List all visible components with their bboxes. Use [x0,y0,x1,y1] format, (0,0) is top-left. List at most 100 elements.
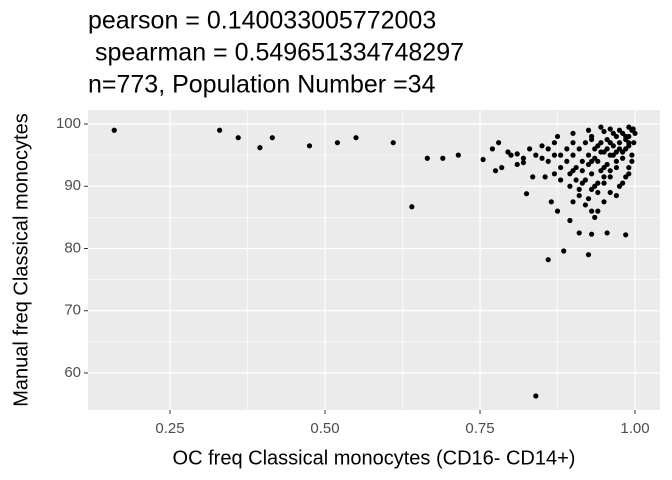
point [533,152,539,158]
point [616,127,623,133]
point [582,140,589,146]
point [567,171,573,177]
point [567,183,573,189]
point [616,140,623,146]
point [598,124,604,130]
point [607,152,613,158]
title-line: pearson = 0.140033005772003 [88,7,436,35]
point [334,140,341,146]
point [589,231,595,237]
point [579,180,585,186]
point [548,199,554,205]
title-line: n=773, Population Number =34 [88,71,436,99]
y-tick-label: 80 [64,239,81,256]
point [542,174,548,180]
point [626,171,632,177]
point [585,127,592,133]
point [620,180,626,186]
point [607,189,613,196]
point [551,140,558,146]
point [545,146,551,152]
point [585,152,592,158]
point [607,174,613,180]
point [626,164,632,171]
x-tick-label: 0.25 [155,420,184,437]
point [558,152,564,158]
point [567,217,573,224]
point [610,143,616,149]
point [604,146,610,152]
point [440,155,446,161]
point [306,143,313,149]
point [496,140,502,146]
point [607,126,613,132]
point [601,199,607,205]
point [520,155,527,161]
point [570,140,576,146]
point [533,393,539,399]
point [598,140,604,146]
point [623,232,629,238]
point [508,152,514,158]
point [269,135,275,141]
point [514,161,520,168]
point [620,155,626,161]
point [455,152,461,158]
point [607,168,613,174]
point [626,140,632,146]
point [564,146,570,152]
x-axis-title: OC freq Classical monocytes (CD16- CD14+… [173,447,576,469]
point [492,168,499,174]
point [585,196,592,202]
point [595,208,601,214]
point [576,192,582,199]
point [579,168,585,174]
point [610,130,616,136]
point [564,158,570,164]
point [579,158,585,164]
point [424,155,430,161]
point [589,136,595,143]
point [480,156,486,163]
point [576,230,582,236]
title-line: spearman = 0.549651334748297 [88,39,464,67]
point [589,171,595,177]
point [573,164,579,171]
point [576,146,582,152]
point [598,149,604,155]
point [570,152,576,158]
point [551,152,558,158]
x-tick-label: 1.00 [620,420,649,437]
y-tick-label: 60 [64,364,81,381]
point [595,189,601,196]
point [601,180,607,186]
point [545,257,551,263]
point [499,164,505,171]
point [514,151,520,157]
point [589,186,595,192]
point [613,158,620,164]
point [235,135,241,141]
point [573,177,579,183]
x-tick-label: 0.50 [310,420,339,437]
point [520,159,527,166]
point [217,127,223,133]
point [592,146,598,152]
point [613,149,620,155]
point [604,136,610,143]
point [570,130,576,136]
point [585,252,592,258]
point [601,174,607,180]
point [523,191,530,197]
point [632,130,638,136]
point [626,133,632,140]
point [582,202,589,208]
point [601,128,607,135]
point [561,248,567,254]
x-tick-label: 0.75 [465,420,494,437]
point [570,199,576,205]
point [539,143,545,149]
y-tick-label: 100 [56,115,81,132]
point [613,192,620,199]
